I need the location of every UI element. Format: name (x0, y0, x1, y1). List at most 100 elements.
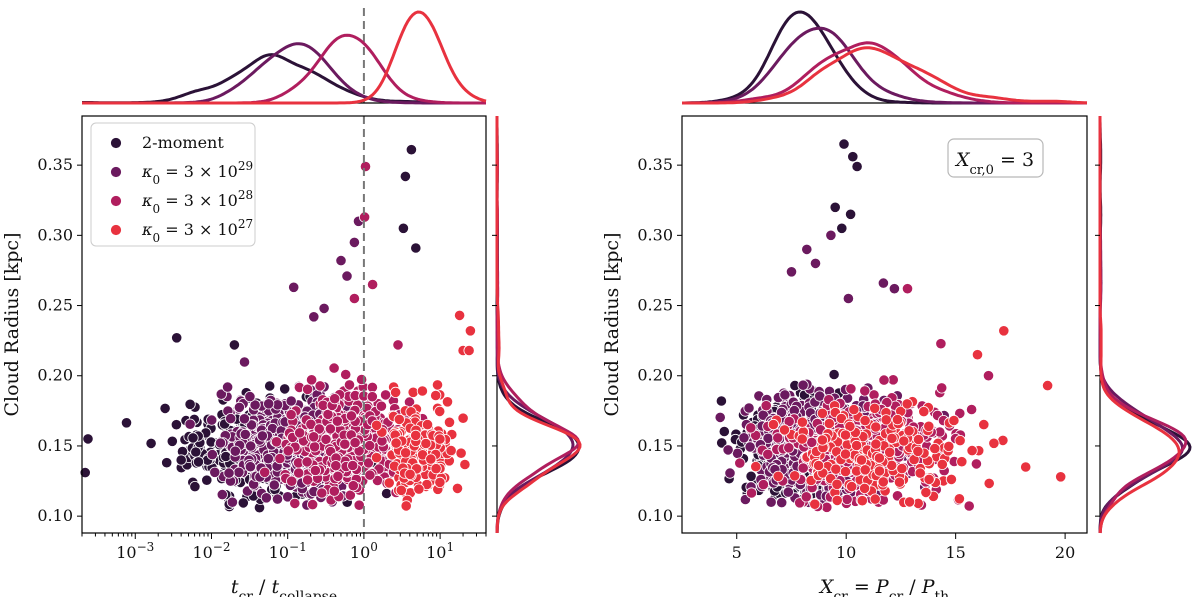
data-point-k29 (779, 389, 791, 401)
data-point-k27 (870, 421, 882, 433)
data-point-2-moment (171, 332, 183, 344)
legend-label-k28: κ0 = 3 × 1028 (141, 188, 253, 216)
data-point-k28 (965, 403, 978, 416)
data-point-k29 (842, 292, 855, 305)
data-point-k28 (259, 466, 271, 478)
data-point-k27 (936, 458, 948, 470)
x-tick-label: 5 (732, 543, 742, 562)
data-point-k27 (903, 425, 915, 437)
data-point-k29 (775, 406, 788, 418)
data-point-k28 (305, 374, 318, 386)
data-point-k29 (744, 441, 756, 453)
data-point-k29 (216, 488, 228, 501)
data-point-k27 (945, 473, 958, 485)
data-point-k27 (870, 438, 882, 450)
data-point-k27 (901, 398, 913, 410)
data-point-k27 (1055, 471, 1067, 483)
data-point-k27 (884, 446, 896, 458)
data-point-k27 (816, 434, 829, 446)
annotation-text: Xcr,0 = 3 (954, 149, 1034, 178)
data-point-k29 (229, 445, 241, 457)
side-marginal-kde (492, 116, 582, 534)
data-point-k28 (289, 497, 301, 509)
data-point-2-moment (745, 470, 757, 482)
data-point-2-moment (192, 456, 205, 468)
data-point-k28 (762, 448, 774, 460)
data-point-k28 (757, 478, 770, 491)
data-point-k27 (920, 486, 932, 498)
data-point-k27 (953, 493, 966, 505)
data-point-k27 (410, 429, 422, 441)
data-point-k27 (421, 418, 434, 431)
data-point-k28 (841, 493, 853, 505)
side-kde-line-2-moment (1098, 116, 1192, 534)
annotation-xcr0: Xcr,0 = 3 (947, 138, 1044, 178)
data-point-2-moment (170, 419, 182, 431)
data-point-k29 (263, 398, 275, 410)
data-point-k27 (404, 468, 416, 480)
data-point-k29 (341, 270, 353, 282)
data-point-k29 (731, 447, 744, 459)
data-point-2-moment (159, 402, 171, 414)
data-point-k27 (796, 433, 808, 445)
data-point-k27 (839, 448, 852, 460)
data-point-k27 (407, 386, 419, 398)
data-point-k28 (366, 278, 379, 291)
data-point-k28 (936, 382, 948, 394)
legend-box (90, 122, 256, 247)
data-point-k28 (970, 458, 983, 470)
data-point-k27 (451, 482, 464, 494)
data-point-k29 (776, 496, 788, 509)
data-point-2-moment (718, 425, 730, 438)
data-point-k27 (831, 494, 843, 506)
data-point-k29 (335, 255, 347, 267)
data-point-2-moment (715, 395, 728, 407)
data-point-k28 (270, 436, 283, 448)
side-kde-line-k28 (495, 116, 581, 533)
legend-marker-2-moment (110, 137, 122, 149)
data-point-k27 (835, 412, 848, 425)
data-point-k27 (1020, 461, 1032, 473)
data-point-k28 (348, 292, 360, 305)
data-point-k27 (395, 484, 407, 496)
data-point-2-moment (161, 457, 173, 469)
top-marginal-kde (82, 10, 487, 105)
data-point-2-moment (828, 368, 840, 381)
data-point-k27 (886, 432, 898, 444)
data-point-k27 (869, 493, 881, 505)
y-tick-label: 0.25 (637, 296, 673, 315)
data-point-k27 (858, 482, 871, 494)
data-point-k27 (954, 434, 966, 447)
data-point-k29 (724, 467, 736, 479)
data-point-k29 (801, 243, 813, 255)
data-point-k29 (785, 266, 798, 278)
data-point-k29 (215, 388, 227, 400)
data-point-k29 (209, 466, 221, 478)
data-point-k28 (347, 459, 359, 472)
data-point-k27 (966, 444, 978, 457)
data-point-2-moment (716, 437, 728, 449)
data-point-k28 (745, 422, 757, 434)
data-point-k27 (943, 440, 955, 452)
data-point-k27 (880, 414, 892, 426)
data-point-k27 (923, 473, 935, 485)
data-point-k28 (329, 393, 341, 405)
data-point-k29 (262, 453, 274, 465)
scatter-points (79, 144, 476, 514)
data-point-k28 (308, 441, 321, 453)
data-point-k27 (464, 325, 476, 337)
data-point-k29 (184, 418, 196, 430)
data-point-k28 (392, 339, 404, 351)
right-scatter-panel: 0.10 0.15 0.20 0.25 0.30 0.35 Cloud Radius [kp… (601, 10, 1192, 597)
data-point-k28 (285, 409, 297, 421)
data-point-k27 (767, 418, 780, 431)
data-point-k29 (214, 437, 227, 449)
data-point-k27 (425, 453, 437, 465)
data-point-k27 (441, 396, 454, 408)
x-tick-label: 101 (426, 540, 454, 562)
data-point-k28 (364, 439, 376, 452)
side-kde-line-k27 (1098, 116, 1181, 534)
data-point-2-moment (120, 417, 133, 429)
data-point-k27 (971, 349, 984, 361)
data-point-k29 (825, 229, 837, 241)
